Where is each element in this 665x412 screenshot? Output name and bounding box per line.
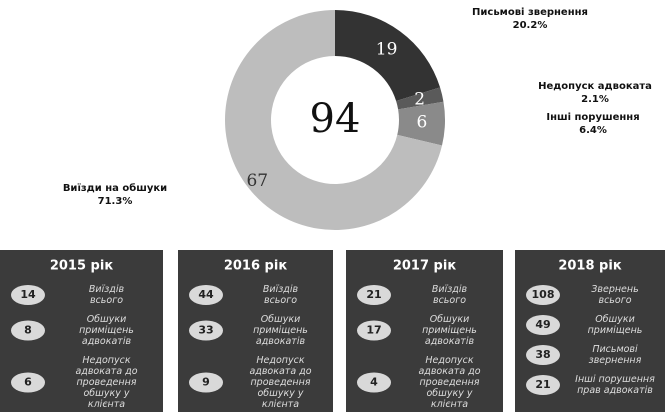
item-text: всього: [433, 295, 466, 306]
number-badge: [357, 372, 391, 393]
donut-segment: [397, 101, 445, 146]
item-text: Виїздів: [263, 284, 299, 295]
badge-number: 17: [366, 324, 381, 337]
item-text: адвокатів: [256, 336, 306, 347]
number-badge: [526, 345, 560, 365]
item-text: всього: [264, 295, 297, 306]
item-text: адвоката до: [249, 366, 311, 377]
item-text: Недопуск: [425, 355, 473, 366]
number-badge: [526, 285, 560, 305]
number-badge: [189, 285, 223, 305]
number-badge: [526, 315, 560, 335]
item-text: адвокатів: [425, 336, 475, 347]
number-badge: [11, 320, 45, 341]
segment-label: Виїзди на обшуки: [63, 182, 167, 194]
segment-value: 2: [414, 89, 425, 109]
item-text: клієнта: [262, 399, 299, 410]
item-text: клієнта: [88, 399, 125, 410]
item-text: звернення: [589, 355, 642, 366]
panel-title: 2017 рік: [393, 259, 456, 274]
item-text: приміщень: [253, 325, 308, 336]
badge-number: 9: [202, 376, 210, 389]
segment-value: 67: [246, 171, 268, 191]
item-text: Обшуки: [87, 314, 127, 325]
badge-number: 44: [198, 288, 214, 301]
badge-number: 4: [370, 376, 378, 389]
badge-number: 38: [535, 348, 550, 361]
item-text: Виїздів: [432, 284, 468, 295]
segment-percent: 71.3%: [98, 196, 133, 207]
segment-value: 19: [376, 39, 398, 59]
donut-segment: [225, 10, 443, 230]
segment-label: Письмові звернення: [472, 7, 588, 18]
number-badge: [189, 320, 223, 341]
item-text: всього: [90, 295, 123, 306]
donut-total: 94: [310, 96, 361, 142]
item-text: Виїздів: [89, 284, 125, 295]
item-text: адвоката до: [418, 366, 480, 377]
number-badge: [189, 372, 223, 393]
badge-number: 33: [198, 324, 213, 337]
segment-label: Інші порушення: [546, 112, 639, 123]
number-badge: [526, 375, 560, 395]
item-text: клієнта: [431, 399, 468, 410]
badge-number: 49: [535, 318, 550, 331]
badge-number: 108: [532, 288, 555, 301]
item-text: Недопуск: [256, 355, 304, 366]
item-text: прав адвокатів: [577, 385, 653, 396]
number-badge: [357, 320, 391, 341]
item-text: приміщень: [79, 325, 134, 336]
item-text: Обшуки: [261, 314, 301, 325]
item-text: Обшуки: [595, 314, 635, 325]
donut-segment: [335, 10, 441, 102]
item-text: обшуку у: [258, 388, 304, 399]
item-text: адвоката до: [75, 366, 137, 377]
badge-number: 21: [535, 378, 550, 391]
segment-label: Недопуск адвоката: [538, 81, 652, 92]
item-text: проведення: [250, 377, 310, 388]
panel-title: 2018 рік: [558, 259, 621, 274]
item-text: проведення: [76, 377, 136, 388]
item-text: Звернень: [591, 284, 638, 295]
segment-percent: 20.2%: [513, 20, 548, 31]
number-badge: [11, 372, 45, 393]
badge-number: 21: [366, 288, 381, 301]
item-text: приміщень: [588, 325, 643, 336]
item-text: Недопуск: [82, 355, 130, 366]
segment-value: 6: [417, 112, 428, 132]
item-text: Письмові: [592, 344, 638, 355]
badge-number: 6: [24, 376, 32, 389]
item-text: всього: [598, 295, 631, 306]
number-badge: [357, 285, 391, 305]
segment-percent: 6.4%: [579, 125, 607, 136]
item-text: приміщень: [422, 325, 477, 336]
donut-segment: [396, 87, 444, 110]
item-text: Обшуки: [430, 314, 470, 325]
item-text: обшуку у: [427, 388, 473, 399]
item-text: адвокатів: [82, 336, 132, 347]
panel-title: 2016 рік: [224, 259, 287, 274]
badge-number: 14: [20, 288, 36, 301]
badge-number: 8: [24, 324, 32, 337]
item-text: обшуку у: [84, 388, 130, 399]
number-badge: [11, 285, 45, 305]
segment-percent: 2.1%: [581, 94, 609, 105]
item-text: проведення: [419, 377, 479, 388]
item-text: Інші порушення: [575, 374, 655, 385]
panel-title: 2015 рік: [50, 259, 113, 274]
